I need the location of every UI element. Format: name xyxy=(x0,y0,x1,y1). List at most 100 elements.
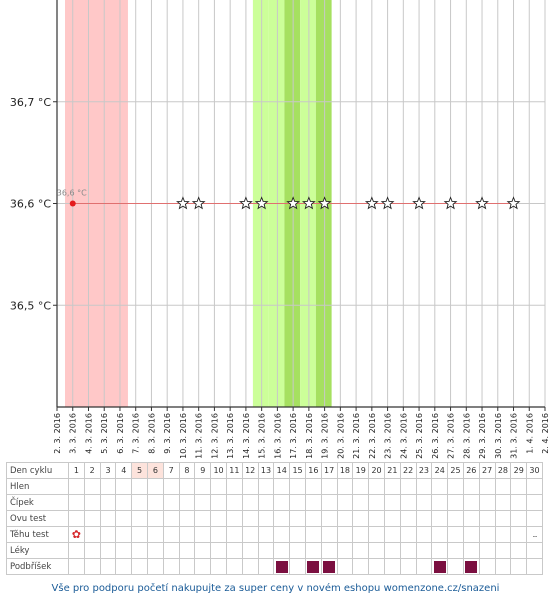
table-cell[interactable]: 22 xyxy=(399,462,417,479)
table-cell[interactable] xyxy=(178,478,196,495)
table-cell[interactable]: 13 xyxy=(257,462,275,479)
table-cell[interactable] xyxy=(68,510,85,527)
table-cell[interactable] xyxy=(526,510,543,527)
table-cell[interactable] xyxy=(225,510,243,527)
table-cell[interactable] xyxy=(210,526,227,543)
footer-promo-link[interactable]: Vše pro podporu početí nakupujte za supe… xyxy=(51,583,500,594)
table-cell[interactable] xyxy=(178,526,196,543)
table-cell[interactable] xyxy=(415,526,433,543)
table-cell[interactable] xyxy=(462,494,480,511)
table-cell[interactable]: 29 xyxy=(510,462,528,479)
table-cell[interactable] xyxy=(131,478,148,495)
table-cell[interactable] xyxy=(431,526,449,543)
table-cell[interactable] xyxy=(510,526,528,543)
table-cell[interactable] xyxy=(447,558,464,575)
table-cell[interactable] xyxy=(146,478,164,495)
table-cell[interactable]: 12 xyxy=(241,462,259,479)
table-cell[interactable] xyxy=(289,526,306,543)
table-cell[interactable] xyxy=(304,526,322,543)
table-cell[interactable] xyxy=(68,542,85,559)
table-cell[interactable] xyxy=(510,478,528,495)
table-cell[interactable] xyxy=(241,558,259,575)
table-cell[interactable] xyxy=(462,558,480,575)
table-cell[interactable] xyxy=(447,510,464,527)
table-cell[interactable] xyxy=(336,494,354,511)
table-cell[interactable] xyxy=(368,526,385,543)
table-cell[interactable] xyxy=(131,494,148,511)
table-cell[interactable] xyxy=(68,478,85,495)
table-cell[interactable]: 16 xyxy=(304,462,322,479)
table-cell[interactable] xyxy=(383,494,401,511)
table-cell[interactable] xyxy=(146,558,164,575)
table-cell[interactable]: 30 xyxy=(526,462,543,479)
table-cell[interactable] xyxy=(352,478,370,495)
table-cell[interactable] xyxy=(289,494,306,511)
table-cell[interactable] xyxy=(289,510,306,527)
table-cell[interactable] xyxy=(146,542,164,559)
table-cell[interactable]: 11 xyxy=(225,462,243,479)
table-cell[interactable] xyxy=(241,542,259,559)
table-cell[interactable] xyxy=(415,542,433,559)
table-cell[interactable] xyxy=(99,542,117,559)
table-cell[interactable]: 4 xyxy=(115,462,133,479)
table-cell[interactable] xyxy=(494,494,512,511)
table-cell[interactable]: 3 xyxy=(99,462,117,479)
table-cell[interactable] xyxy=(399,542,417,559)
table-cell[interactable] xyxy=(478,494,496,511)
table-cell[interactable] xyxy=(399,494,417,511)
table-cell[interactable] xyxy=(399,510,417,527)
table-cell[interactable] xyxy=(115,478,133,495)
table-cell[interactable]: 17 xyxy=(320,462,338,479)
table-cell[interactable]: ✿ xyxy=(68,526,85,543)
table-cell[interactable] xyxy=(194,542,212,559)
table-cell[interactable] xyxy=(115,526,133,543)
table-cell[interactable] xyxy=(478,526,496,543)
table-cell[interactable] xyxy=(162,510,180,527)
table-cell[interactable] xyxy=(510,542,528,559)
table-cell[interactable] xyxy=(131,542,148,559)
table-cell[interactable] xyxy=(320,510,338,527)
table-cell[interactable]: 6 xyxy=(146,462,164,479)
table-cell[interactable] xyxy=(399,558,417,575)
table-cell[interactable] xyxy=(257,542,275,559)
table-cell[interactable] xyxy=(131,558,148,575)
table-cell[interactable] xyxy=(273,494,291,511)
table-cell[interactable] xyxy=(257,478,275,495)
table-cell[interactable] xyxy=(431,510,449,527)
table-cell[interactable] xyxy=(225,542,243,559)
table-cell[interactable] xyxy=(415,494,433,511)
table-cell[interactable] xyxy=(510,494,528,511)
table-cell[interactable] xyxy=(352,542,370,559)
table-cell[interactable] xyxy=(178,494,196,511)
table-cell[interactable] xyxy=(83,510,101,527)
table-cell[interactable]: 5 xyxy=(131,462,148,479)
table-cell[interactable] xyxy=(146,494,164,511)
table-cell[interactable]: 9 xyxy=(194,462,212,479)
table-cell[interactable] xyxy=(383,510,401,527)
table-cell[interactable] xyxy=(178,510,196,527)
table-cell[interactable] xyxy=(399,478,417,495)
table-cell[interactable] xyxy=(320,494,338,511)
table-cell[interactable] xyxy=(99,478,117,495)
table-cell[interactable] xyxy=(115,542,133,559)
table-cell[interactable] xyxy=(289,478,306,495)
table-cell[interactable] xyxy=(352,558,370,575)
table-cell[interactable] xyxy=(431,542,449,559)
table-cell[interactable] xyxy=(99,526,117,543)
table-cell[interactable] xyxy=(447,478,464,495)
table-cell[interactable] xyxy=(352,526,370,543)
table-cell[interactable] xyxy=(83,494,101,511)
table-cell[interactable] xyxy=(447,542,464,559)
table-cell[interactable] xyxy=(162,558,180,575)
table-cell[interactable] xyxy=(526,494,543,511)
table-cell[interactable] xyxy=(241,510,259,527)
table-cell[interactable] xyxy=(304,558,322,575)
table-cell[interactable] xyxy=(273,542,291,559)
table-cell[interactable] xyxy=(115,494,133,511)
table-cell[interactable]: 26 xyxy=(462,462,480,479)
table-cell[interactable] xyxy=(178,542,196,559)
table-cell[interactable] xyxy=(320,542,338,559)
table-cell[interactable] xyxy=(478,542,496,559)
table-cell[interactable] xyxy=(352,510,370,527)
table-cell[interactable] xyxy=(431,558,449,575)
